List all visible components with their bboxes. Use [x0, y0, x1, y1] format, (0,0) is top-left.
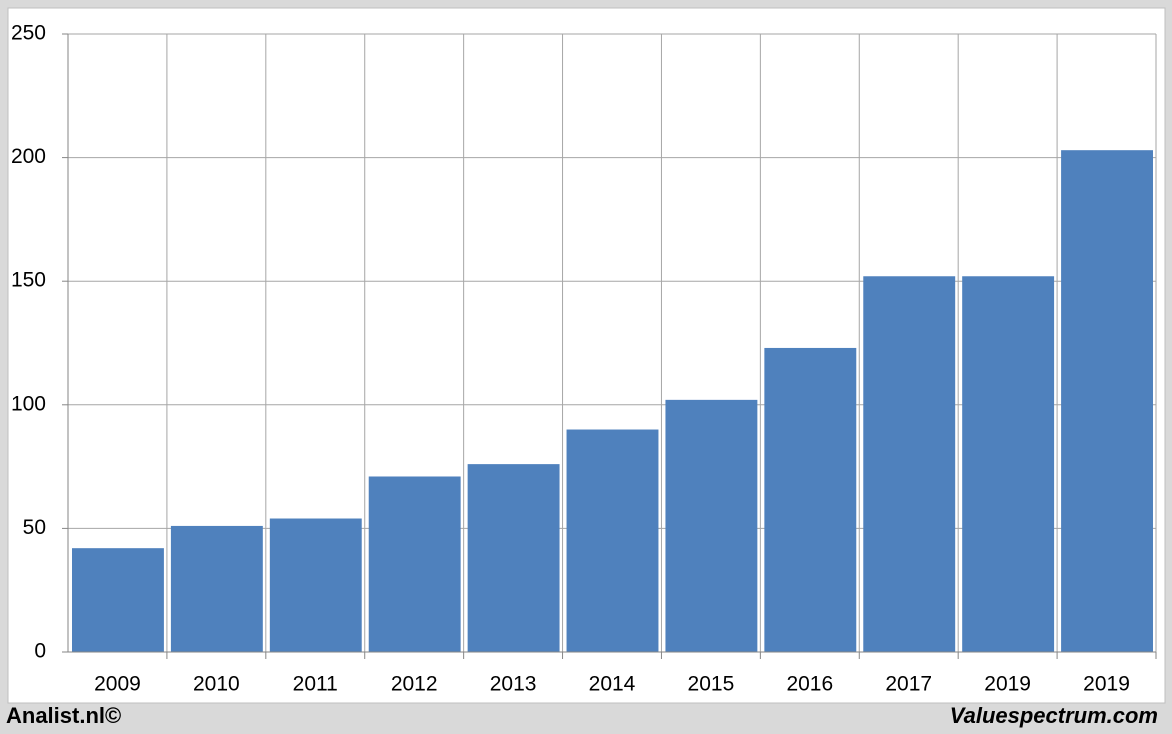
bar	[368, 476, 461, 652]
x-tick-label: 2010	[193, 673, 240, 696]
bar	[962, 276, 1055, 652]
bar	[170, 525, 263, 652]
y-tick-label: 0	[34, 640, 46, 663]
x-tick-label: 2016	[786, 673, 833, 696]
x-tick-label: 2011	[293, 673, 338, 696]
bar	[269, 518, 362, 652]
x-tick-label: 2009	[94, 673, 141, 696]
bar	[72, 548, 164, 652]
y-tick-label: 250	[11, 22, 46, 45]
y-tick-label: 200	[11, 145, 46, 168]
x-tick-label: 2019	[984, 673, 1031, 696]
x-tick-label: 2019	[1083, 673, 1130, 696]
bar	[467, 464, 560, 652]
x-tick-label: 2017	[885, 673, 932, 696]
y-tick-label: 150	[11, 269, 46, 292]
bar	[764, 347, 857, 652]
x-tick-label: 2012	[391, 673, 438, 696]
x-tick-label: 2014	[589, 673, 636, 696]
bar	[665, 399, 758, 652]
footer-right: Valuespectrum.com	[950, 703, 1158, 728]
footer-left: Analist.nl©	[6, 703, 121, 728]
bar	[566, 429, 659, 652]
x-tick-label: 2015	[688, 673, 735, 696]
bar	[863, 276, 956, 652]
y-tick-label: 100	[11, 392, 46, 415]
bar	[1061, 150, 1153, 652]
x-tick-label: 2013	[490, 673, 537, 696]
y-tick-label: 50	[23, 516, 46, 539]
